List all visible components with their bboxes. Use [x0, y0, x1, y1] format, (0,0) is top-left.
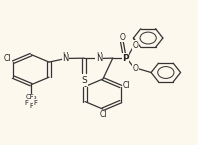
Text: N: N [62, 54, 69, 63]
Text: O: O [119, 33, 125, 42]
Text: F: F [33, 100, 37, 106]
Text: P: P [122, 54, 129, 63]
Text: S: S [81, 76, 87, 85]
Text: O: O [132, 64, 138, 73]
Text: CF₃: CF₃ [25, 94, 37, 100]
Text: N: N [96, 54, 102, 63]
Text: Cl: Cl [99, 110, 107, 119]
Text: F: F [25, 100, 29, 106]
Text: H: H [96, 52, 102, 61]
Text: Cl: Cl [123, 81, 130, 90]
Text: F: F [29, 103, 33, 108]
Text: H: H [63, 52, 69, 61]
Text: O: O [132, 41, 138, 50]
Text: Cl: Cl [4, 54, 11, 62]
